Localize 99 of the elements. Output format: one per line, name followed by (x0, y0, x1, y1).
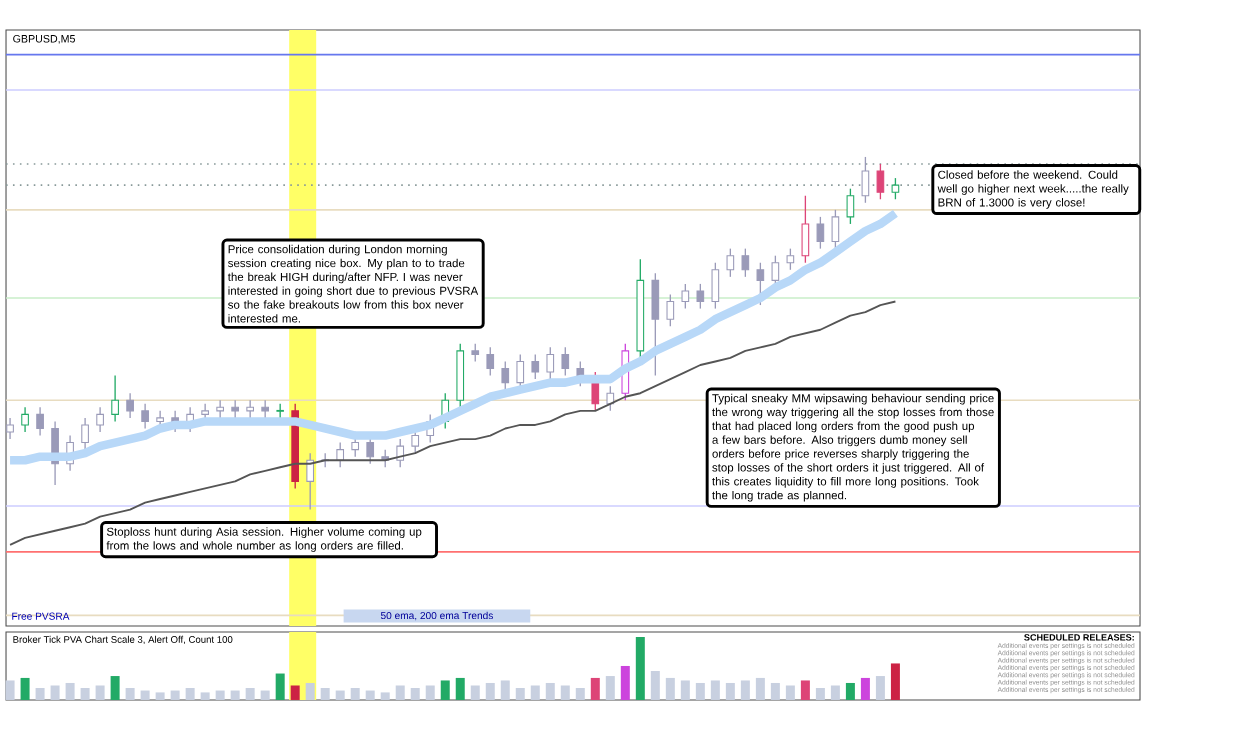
bar (440, 680, 450, 700)
bar (350, 688, 360, 700)
candlestick (366, 434, 375, 465)
candlestick (786, 247, 795, 271)
candlestick (561, 346, 570, 377)
bar (830, 685, 840, 700)
candlestick (651, 272, 660, 377)
bar (695, 682, 705, 700)
candlestick (696, 283, 705, 310)
bar (50, 685, 60, 700)
bar (770, 682, 780, 700)
candlestick (681, 283, 690, 310)
bar (35, 688, 45, 700)
candlestick (831, 209, 840, 250)
bar (170, 690, 180, 700)
bar (545, 682, 555, 700)
candlestick (231, 399, 239, 419)
bar (800, 680, 810, 700)
bar (200, 692, 210, 700)
bar (755, 677, 765, 700)
bar (560, 685, 570, 700)
candlestick (726, 247, 735, 278)
bar (425, 685, 435, 700)
candlestick (846, 188, 855, 225)
bar (815, 688, 825, 700)
bar (215, 690, 225, 700)
bar (515, 688, 525, 700)
candlestick (801, 195, 810, 264)
candlestick (666, 293, 675, 327)
bar (845, 682, 855, 700)
candlestick (6, 417, 14, 440)
candlestick (96, 406, 104, 433)
bar (725, 682, 735, 700)
bar (665, 677, 675, 700)
bar (680, 680, 690, 700)
candlestick (411, 427, 420, 454)
candlestick (111, 374, 119, 423)
bar (185, 688, 195, 700)
candlestick (21, 406, 29, 433)
candlestick (516, 353, 525, 391)
bar (500, 680, 510, 700)
bar (605, 676, 615, 700)
bar (860, 677, 870, 700)
bar (650, 671, 660, 700)
candlestick (216, 399, 224, 419)
bar (455, 677, 465, 700)
candlestick (771, 255, 780, 289)
bar (875, 676, 885, 700)
bar (335, 690, 345, 700)
bar (140, 690, 150, 700)
bar (305, 682, 315, 700)
candlestick (141, 403, 149, 430)
bar (590, 677, 600, 700)
bar (260, 690, 270, 700)
candlestick (876, 163, 885, 200)
candlestick (261, 399, 270, 419)
bar (785, 685, 795, 700)
bar (320, 688, 330, 700)
candlestick (711, 262, 720, 310)
bar (65, 682, 75, 700)
bar (245, 688, 255, 700)
bar (485, 682, 495, 700)
bar (380, 692, 390, 700)
bar (575, 688, 585, 700)
bar (890, 663, 900, 700)
bar (125, 688, 135, 700)
candlestick (36, 406, 44, 437)
bar (620, 665, 630, 700)
bar (275, 673, 285, 700)
candlestick (246, 399, 255, 419)
bar (395, 685, 405, 700)
candlestick (546, 346, 555, 380)
candlestick (891, 177, 900, 200)
bar (470, 685, 480, 700)
candlestick (486, 346, 495, 377)
candlestick (501, 360, 510, 391)
bar (95, 685, 105, 700)
candlestick (741, 247, 750, 278)
candlestick (336, 441, 345, 468)
candlestick (606, 385, 615, 412)
bar (530, 685, 540, 700)
bar (710, 680, 720, 700)
bar (230, 690, 240, 700)
bar (20, 677, 30, 700)
bar (410, 688, 420, 700)
candlestick (81, 417, 89, 451)
bar (635, 637, 645, 700)
bar (110, 676, 120, 700)
candlestick (531, 353, 540, 380)
bar (740, 680, 750, 700)
bar (290, 685, 300, 700)
candlestick (306, 452, 315, 511)
candlestick (816, 216, 825, 250)
candlestick (126, 392, 134, 419)
bar (80, 688, 90, 700)
bar (365, 690, 375, 700)
bar (5, 680, 15, 700)
bar (155, 692, 165, 700)
candlestick (861, 156, 870, 204)
